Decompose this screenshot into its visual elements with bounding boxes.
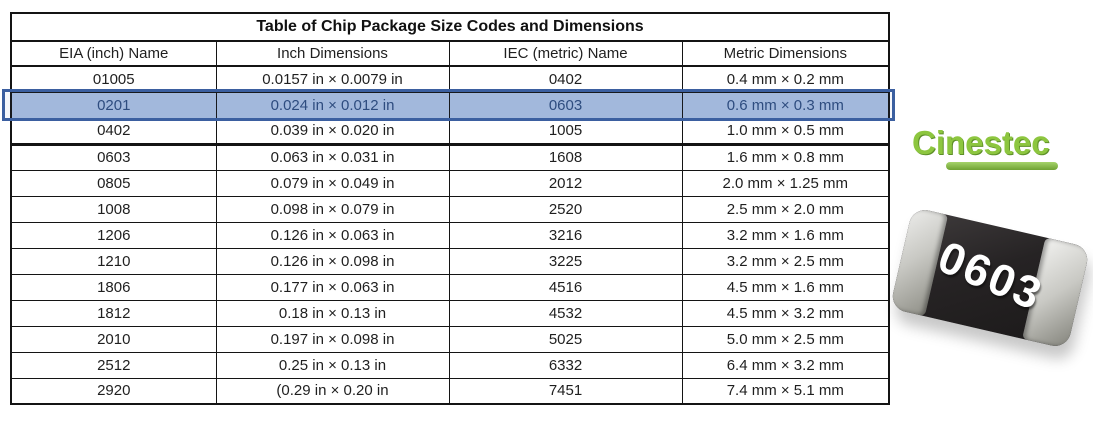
vendor-logo-tagline-bar: [946, 162, 1058, 170]
table-row: 1008 0.098 in × 0.079 in 2520 2.5 mm × 2.0 …: [10, 195, 890, 223]
table-cell: 0.4 mm × 0.2 mm: [681, 65, 890, 93]
table-cell: 3.2 mm × 1.6 mm: [681, 221, 890, 249]
table-cell: 2920: [10, 377, 217, 405]
table-cell: 2012: [448, 169, 683, 197]
table-body: 01005 0.0157 in × 0.0079 in 0402 0.4 mm × 0…: [10, 65, 890, 405]
table-cell: 0402: [10, 117, 217, 146]
table-row: 2920 (0.29 in × 0.20 in 7451 7.4 mm × 5.1 m…: [10, 377, 890, 405]
table-cell: 1008: [10, 195, 217, 223]
chip-size-label: 0603: [930, 230, 1051, 321]
table-row: 1806 0.177 in × 0.063 in 4516 4.5 mm × 1.6 …: [10, 273, 890, 301]
table-cell: 0603: [448, 91, 683, 119]
table-header-row: EIA (inch) Name Inch Dimensions IEC (met…: [10, 40, 890, 67]
table-cell: 0.098 in × 0.079 in: [215, 195, 450, 223]
column-header-eia-name: EIA (inch) Name: [10, 40, 217, 67]
table-cell: 6332: [448, 351, 683, 379]
table-cell: 0.197 in × 0.098 in: [215, 325, 450, 353]
table-cell: 1608: [448, 143, 683, 171]
column-header-iec-name: IEC (metric) Name: [448, 40, 683, 67]
table-cell: 3225: [448, 247, 683, 275]
table-cell: 0.039 in × 0.020 in: [215, 117, 450, 146]
table-row: 0603 0.063 in × 0.031 in 1608 1.6 mm × 0.8 …: [10, 143, 890, 171]
table-cell: 1812: [10, 299, 217, 327]
table-row: 0805 0.079 in × 0.049 in 2012 2.0 mm × 1.25…: [10, 169, 890, 197]
table-cell: 1.6 mm × 0.8 mm: [681, 143, 890, 171]
table-cell: 1806: [10, 273, 217, 301]
table-cell: 0805: [10, 169, 217, 197]
table-row: 1812 0.18 in × 0.13 in 4532 4.5 mm × 3.2 mm: [10, 299, 890, 327]
column-header-metric-dimensions: Metric Dimensions: [681, 40, 890, 67]
table-cell: 1.0 mm × 0.5 mm: [681, 117, 890, 146]
table-cell: 0.25 in × 0.13 in: [215, 351, 450, 379]
table-cell: 7.4 mm × 5.1 mm: [681, 377, 890, 405]
table-cell: 5.0 mm × 2.5 mm: [681, 325, 890, 353]
table-cell: 2.5 mm × 2.0 mm: [681, 195, 890, 223]
table-cell: 3.2 mm × 2.5 mm: [681, 247, 890, 275]
chip-photo: 0603: [889, 206, 1091, 350]
table-cell: 2512: [10, 351, 217, 379]
table-cell: 0.177 in × 0.063 in: [215, 273, 450, 301]
table-cell: 0.079 in × 0.049 in: [215, 169, 450, 197]
table-cell: 0.6 mm × 0.3 mm: [681, 91, 890, 119]
table-cell: 0201: [10, 91, 217, 119]
table-cell: 2520: [448, 195, 683, 223]
table-row: 2512 0.25 in × 0.13 in 6332 6.4 mm × 3.2 mm: [10, 351, 890, 379]
table-row: 01005 0.0157 in × 0.0079 in 0402 0.4 mm × 0…: [10, 65, 890, 93]
table-cell: 1005: [448, 117, 683, 146]
table-cell: 0.18 in × 0.13 in: [215, 299, 450, 327]
table-cell: 0.024 in × 0.012 in: [215, 91, 450, 119]
table-cell: 1210: [10, 247, 217, 275]
table-title: Table of Chip Package Size Codes and Dim…: [10, 12, 890, 42]
table-cell: 4516: [448, 273, 683, 301]
table-title-row: Table of Chip Package Size Codes and Dim…: [10, 12, 890, 42]
table-cell: 5025: [448, 325, 683, 353]
table-row: 0402 0.039 in × 0.020 in 1005 1.0 mm × 0.5 …: [10, 117, 890, 146]
table-cell: 2.0 mm × 1.25 mm: [681, 169, 890, 197]
package-size-table: Table of Chip Package Size Codes and Dim…: [10, 12, 891, 405]
table-row: 0201 0.024 in × 0.012 in 0603 0.6 mm × 0.3 …: [10, 91, 890, 119]
column-header-inch-dimensions: Inch Dimensions: [215, 40, 450, 67]
table-row: 1210 0.126 in × 0.098 in 3225 3.2 mm × 2.5 …: [10, 247, 890, 275]
table-cell: 4532: [448, 299, 683, 327]
table-cell: 0.0157 in × 0.0079 in: [215, 65, 450, 93]
table-cell: 0402: [448, 65, 683, 93]
table-row: 2010 0.197 in × 0.098 in 5025 5.0 mm × 2.5 …: [10, 325, 890, 353]
table-row: 1206 0.126 in × 0.063 in 3216 3.2 mm × 1.6 …: [10, 221, 890, 249]
table-cell: 0.063 in × 0.031 in: [215, 143, 450, 171]
table-cell: 3216: [448, 221, 683, 249]
table-cell: 4.5 mm × 3.2 mm: [681, 299, 890, 327]
table-cell: 6.4 mm × 3.2 mm: [681, 351, 890, 379]
vendor-logo: Cinestec: [912, 126, 1074, 186]
table-cell: (0.29 in × 0.20 in: [215, 377, 450, 405]
table-cell: 4.5 mm × 1.6 mm: [681, 273, 890, 301]
table-cell: 01005: [10, 65, 217, 93]
table-cell: 7451: [448, 377, 683, 405]
table-cell: 2010: [10, 325, 217, 353]
vendor-logo-text: Cinestec: [912, 124, 1050, 161]
table-cell: 0.126 in × 0.063 in: [215, 221, 450, 249]
table-cell: 0603: [10, 143, 217, 171]
table-cell: 0.126 in × 0.098 in: [215, 247, 450, 275]
table-cell: 1206: [10, 221, 217, 249]
